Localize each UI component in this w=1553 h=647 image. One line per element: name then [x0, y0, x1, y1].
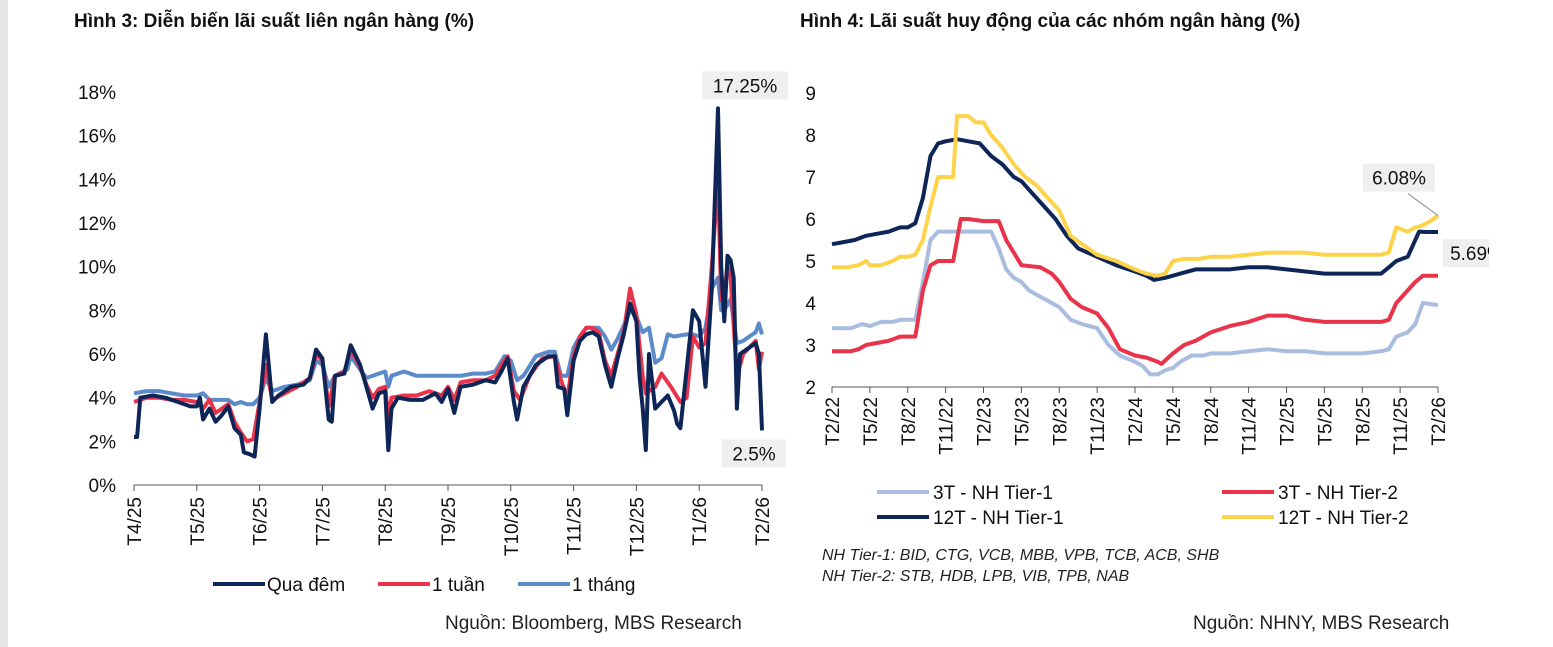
y-tick-label: 4% [89, 389, 117, 410]
series-line-3t-nh-tier-2 [832, 217, 1438, 366]
y-tick-label: 2 [805, 378, 816, 399]
x-tick-label: T5/23 [1012, 397, 1033, 446]
legend-label: 3T - NH Tier-1 [933, 483, 1053, 504]
deposit-rate-chart: 2 3 4 5 6 7 8 9 T2/22 T5/22 T8/22 T11/22 T2/23 T5/23 T… [805, 84, 1511, 529]
y-tick-label: 8% [89, 301, 117, 322]
x-tick-label: T10/25 [502, 497, 523, 556]
figure4-title: Hình 4: Lãi suất huy động của các nhóm n… [800, 11, 1301, 32]
y-tick-label: 2% [89, 432, 117, 453]
legend-label: 12T - NH Tier-1 [933, 508, 1064, 529]
annotation-box [702, 71, 789, 100]
x-tick-label: T8/22 [899, 397, 920, 446]
legend-label: 12T - NH Tier-2 [1278, 508, 1409, 529]
y-tick-label: 14% [78, 170, 116, 191]
x-tick-label: T2/26 [753, 497, 774, 546]
annotation-leader-line [1407, 193, 1439, 217]
x-tick-label: T5/24 [1164, 397, 1185, 446]
y-tick-label: 10% [78, 258, 116, 279]
y-tick-label: 8 [805, 126, 816, 147]
x-tick-label: T2/24 [1126, 397, 1147, 446]
series-line-1-tu-n [133, 177, 764, 444]
y-tick-label: 6% [89, 345, 117, 366]
legend-label: 1 tuần [432, 575, 485, 596]
x-tick-label: T9/25 [439, 497, 460, 546]
figure4-chart-area: 2 3 4 5 6 7 8 9 T2/22 T5/22 T8/22 T11/22 T2/23 T5/23 T… [797, 64, 1511, 640]
y-tick-label: 0% [89, 476, 117, 497]
x-tick-label: T8/25 [1353, 397, 1374, 446]
annotation-label: 2.5% [732, 444, 775, 465]
y-tick-label: 7 [805, 168, 816, 189]
x-tick-label: T11/23 [1088, 397, 1109, 455]
y-tick-label: 6 [805, 210, 816, 231]
y-tick-label: 9 [805, 84, 816, 105]
annotation-label: 5.69% [1450, 244, 1489, 265]
annotation-label: 6.08% [1372, 169, 1426, 190]
y-tick-label: 12% [78, 214, 116, 235]
left-edge-strip [0, 0, 8, 647]
y-tick-label: 5 [805, 252, 816, 273]
x-tick-label: T2/22 [823, 397, 844, 446]
x-tick-label: T8/24 [1202, 397, 1223, 446]
x-tick-label: T5/25 [188, 497, 209, 546]
x-tick-label: T5/22 [861, 397, 882, 446]
annotation-box [722, 439, 786, 468]
interbank-rate-chart: 0% 2% 4% 6% 8% 10% 12% 14% 16% 18% T4/25 T5/25 T6/25… [78, 71, 789, 596]
figure3-source: Nguồn: Bloomberg, MBS Research [445, 613, 742, 634]
x-tick-label: T8/25 [376, 497, 397, 546]
figure3-chart-area: 0% 2% 4% 6% 8% 10% 12% 14% 16% 18% T4/25 T5/25 T6/25… [68, 64, 790, 640]
x-tick-label: T6/25 [251, 497, 272, 546]
x-tick-label: T12/25 [627, 497, 648, 556]
x-tick-label: T11/25 [1391, 397, 1412, 455]
figure3-title: Hình 3: Diễn biến lãi suất liên ngân hàn… [74, 11, 475, 32]
x-tick-label: T2/23 [975, 397, 996, 446]
annotation-label: 17.25% [713, 76, 778, 97]
tier2-note: NH Tier-2: STB, HDB, LPB, VIB, TPB, NAB [822, 568, 1130, 585]
tier1-note: NH Tier-1: BID, CTG, VCB, MBB, VPB, TCB,… [822, 547, 1220, 564]
x-tick-label: T1/26 [690, 497, 711, 546]
x-tick-label: T2/26 [1429, 397, 1450, 446]
figure4-source: Nguồn: NHNY, MBS Research [1193, 613, 1450, 634]
x-tick-label: T5/25 [1315, 397, 1336, 446]
x-tick-label: T11/24 [1240, 397, 1261, 455]
y-tick-label: 4 [805, 294, 816, 315]
annotation-box [1363, 163, 1435, 192]
series-line-qua-m [134, 106, 764, 459]
series-line-12t-nh-tier-2 [832, 114, 1440, 278]
x-tick-label: T2/25 [1278, 397, 1299, 446]
x-tick-label: T11/25 [565, 497, 586, 555]
x-tick-label: T11/22 [937, 397, 958, 455]
legend-label: Qua đêm [267, 575, 345, 596]
x-tick-label: T7/25 [313, 497, 334, 546]
legend-label: 1 tháng [572, 575, 635, 596]
legend-label: 3T - NH Tier-2 [1278, 483, 1398, 504]
y-tick-label: 18% [78, 83, 116, 104]
y-tick-label: 3 [805, 336, 816, 357]
x-tick-label: T8/23 [1050, 397, 1071, 446]
series-line-12t-nh-tier-1 [831, 137, 1438, 282]
y-tick-label: 16% [78, 127, 116, 148]
x-tick-label: T4/25 [125, 497, 146, 546]
